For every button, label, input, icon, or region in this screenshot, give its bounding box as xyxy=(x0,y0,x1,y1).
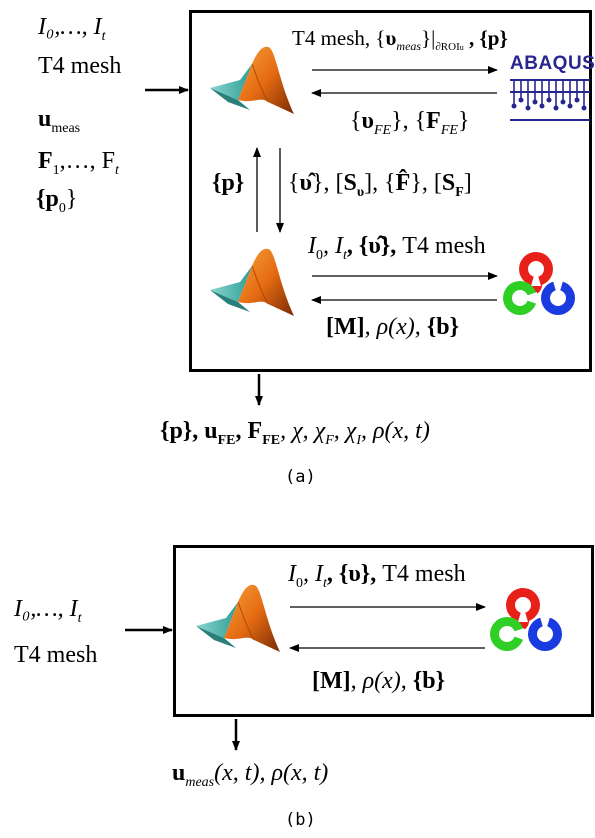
matlab-logo-a-bottom xyxy=(209,248,295,317)
out-chi-sub1: F xyxy=(325,432,334,448)
pb-it-sub: t xyxy=(323,575,327,591)
panel-a-right-vertical-label: {υ̂}, [Sυ], {F̂}, [SF] xyxy=(288,170,472,201)
pb-v: , {υ}, xyxy=(326,561,383,587)
rv-t8: S xyxy=(441,170,456,196)
b-i0: I xyxy=(308,233,316,259)
out-p: {p} xyxy=(160,418,193,444)
top-label-tail: , {p} xyxy=(463,26,508,50)
panel-b-outputs: umeas(x, t), ρ(x, t) xyxy=(172,760,328,791)
pbr-b: {b} xyxy=(412,668,446,694)
rv-t1: { xyxy=(288,170,300,196)
panel-b-return-label: [M], ρ(x), {b} xyxy=(312,668,445,695)
pb-i0: I xyxy=(288,561,296,587)
abaqus-graphic xyxy=(510,79,590,121)
panel-a-input-umeas: umeas xyxy=(38,106,80,137)
return-open: { xyxy=(350,108,362,134)
rv-t9: ] xyxy=(463,170,472,196)
f-sub1: 1 xyxy=(52,162,60,178)
return-close: } xyxy=(457,108,470,134)
umeas-sub: meas xyxy=(51,120,81,136)
panel-a-input-mesh: T4 mesh xyxy=(38,53,122,79)
input-images-sub: t xyxy=(101,28,106,44)
pbo-u-sub: meas xyxy=(185,774,215,790)
top-label-bar: }| xyxy=(421,26,436,50)
pbo-u: u xyxy=(172,760,186,786)
return-v-sub: FE xyxy=(374,122,392,138)
pb-mesh: T4 mesh xyxy=(382,561,466,587)
b-mesh: T4 mesh xyxy=(402,233,486,259)
f-sub2: t xyxy=(115,162,119,178)
caption-a: (a) xyxy=(285,467,316,487)
matlab-logo-b xyxy=(195,584,281,653)
return-v: υ xyxy=(361,108,374,134)
p0-close: } xyxy=(65,186,78,212)
b-it: , I xyxy=(323,233,343,259)
panel-a-bottom-arrow-label: I0, It, {υ̂}, T4 mesh xyxy=(308,233,486,264)
b-i0-sub: 0 xyxy=(316,247,323,263)
top-label-bar-sub2: u xyxy=(459,43,464,53)
panel-a-input-p0: {p0} xyxy=(36,186,77,217)
pbo-tail: (x, t), ρ(x, t) xyxy=(214,760,329,786)
b-v: , {υ̂}, xyxy=(346,233,403,259)
panel-a-outputs: {p}, uFE, FFE, χ, χF, χI, ρ(x, t) xyxy=(160,418,430,449)
out-chi2: , χ xyxy=(333,418,357,444)
out-chi-sub2: I xyxy=(356,432,361,448)
panel-b-frame xyxy=(173,545,594,717)
out-u-sub: FE xyxy=(217,432,236,448)
rv-t2: υ̂ xyxy=(299,170,312,196)
panel-a-input-images: I₀,…, It xyxy=(38,14,106,45)
pb-it: , I xyxy=(303,561,323,587)
rv-t3: }, [ xyxy=(312,170,344,196)
b-input-images-sub: t xyxy=(77,610,82,626)
matlab-logo-a-top xyxy=(209,46,295,115)
pbr-rho: , ρ(x), xyxy=(350,668,413,694)
rv-t5: ], { xyxy=(364,170,396,196)
return-f-sub: FE xyxy=(440,122,458,138)
p0-symbol: {p xyxy=(36,186,59,212)
rv-t8-sub: F xyxy=(455,184,464,200)
opencv-logo-b xyxy=(490,588,562,651)
top-label-prefix: T4 mesh, { xyxy=(292,26,386,50)
panel-a-frame xyxy=(189,10,592,372)
panel-b-input-images: I₀,…, It xyxy=(14,596,82,627)
panel-b-arrow-label: I0, It, {υ}, T4 mesh xyxy=(288,561,466,592)
top-label-v: υ xyxy=(385,26,397,50)
rv-t4-sub: υ xyxy=(356,184,365,200)
panel-a-top-arrow-label: T4 mesh, {υmeas}|∂ROIu , {p} xyxy=(292,26,508,54)
out-f-sub: FE xyxy=(262,432,281,448)
out-f: , F xyxy=(235,418,263,444)
panel-a-left-vertical-label: {p} xyxy=(212,170,245,196)
br-rho: , ρ(x), xyxy=(364,314,427,340)
input-images-text: I₀,…, I xyxy=(38,14,102,40)
br-b: {b} xyxy=(426,314,460,340)
top-label-bar-sub: ∂ROI xyxy=(435,41,460,54)
out-u: , u xyxy=(192,418,218,444)
p0-sub: 0 xyxy=(58,200,66,216)
top-label-v-sub: meas xyxy=(396,39,422,54)
pb-i0-sub: 0 xyxy=(296,575,303,591)
rv-t7: }, [ xyxy=(410,170,442,196)
panel-a-top-return-label: {υFE}, {FFE} xyxy=(350,108,469,139)
panel-a-bottom-return-label: [M], ρ(x), {b} xyxy=(326,314,459,341)
opencv-logo-a xyxy=(503,252,575,315)
umeas-symbol: u xyxy=(38,106,52,132)
panel-b-input-mesh: T4 mesh xyxy=(14,642,98,668)
rv-t6: F̂ xyxy=(395,170,411,196)
abaqus-logo: ABAQUS xyxy=(510,53,595,74)
rv-t4: S xyxy=(343,170,357,196)
panel-a-input-f: F1,…, Ft xyxy=(38,148,119,179)
f-mid: ,…, F xyxy=(59,148,116,174)
b-input-images-text: I₀,…, I xyxy=(14,596,78,622)
pbr-m: [M] xyxy=(312,668,351,694)
f-symbol: F xyxy=(38,148,53,174)
out-rho: , ρ(x, t) xyxy=(361,418,430,444)
b-it-sub: t xyxy=(343,247,347,263)
out-chi: , χ, χ xyxy=(280,418,326,444)
return-f: F xyxy=(426,108,441,134)
return-mid: }, { xyxy=(391,108,427,134)
caption-b: (b) xyxy=(285,810,316,830)
br-m: [M] xyxy=(326,314,365,340)
